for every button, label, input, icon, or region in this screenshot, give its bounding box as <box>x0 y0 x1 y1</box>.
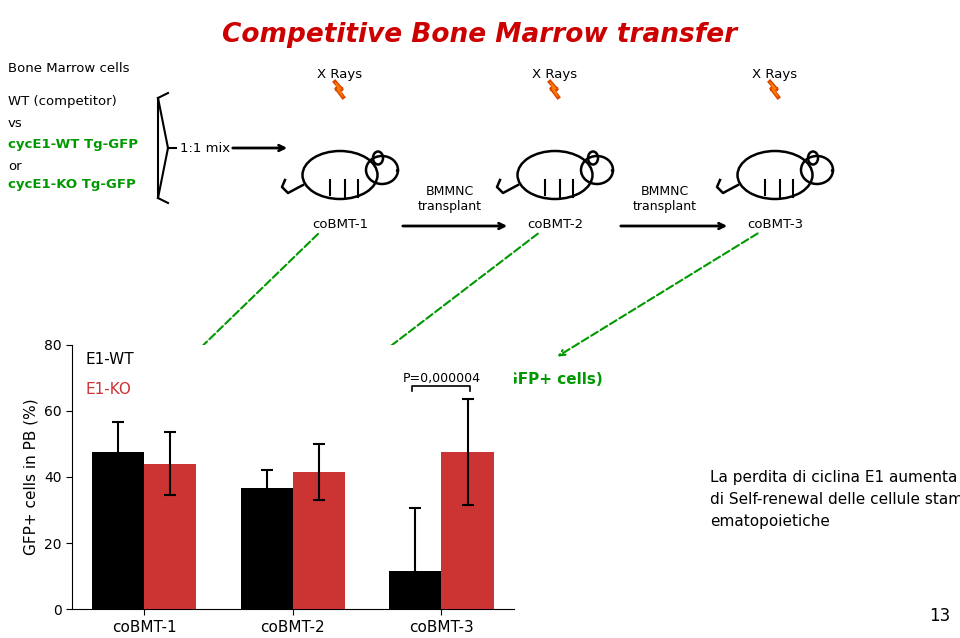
Text: X Rays: X Rays <box>533 68 578 81</box>
Y-axis label: GFP+ cells in PB (%): GFP+ cells in PB (%) <box>23 399 38 555</box>
Text: La perdita di ciclina E1 aumenta il potenziale: La perdita di ciclina E1 aumenta il pote… <box>710 470 960 485</box>
Bar <box>293 472 345 609</box>
Text: BMMNC
transplant: BMMNC transplant <box>418 185 482 213</box>
Text: Test Blood for Chimerism (% GFP+ cells): Test Blood for Chimerism (% GFP+ cells) <box>257 372 602 387</box>
Text: BMMNC
transplant: BMMNC transplant <box>633 185 697 213</box>
Polygon shape <box>335 82 343 97</box>
Text: ematopoietiche: ematopoietiche <box>710 514 829 529</box>
Bar <box>442 452 493 609</box>
Text: coBMT-2: coBMT-2 <box>527 218 583 231</box>
Text: WT (competitor): WT (competitor) <box>8 95 117 108</box>
Text: 13: 13 <box>928 607 950 625</box>
Text: 1:1 mix: 1:1 mix <box>180 142 230 154</box>
Bar <box>241 489 293 609</box>
Text: cycE1-WT Tg-GFP: cycE1-WT Tg-GFP <box>8 138 138 151</box>
Polygon shape <box>550 82 558 97</box>
Text: vs: vs <box>8 117 23 130</box>
Text: X Rays: X Rays <box>318 68 363 81</box>
Polygon shape <box>770 82 778 97</box>
Text: X Rays: X Rays <box>753 68 798 81</box>
Text: Bone Marrow cells: Bone Marrow cells <box>8 62 130 75</box>
Bar <box>390 571 442 609</box>
Bar <box>92 452 144 609</box>
Text: coBMT-1: coBMT-1 <box>312 218 368 231</box>
Text: P=0,000004: P=0,000004 <box>402 372 481 385</box>
Text: or: or <box>8 160 22 173</box>
Text: cycE1-KO Tg-GFP: cycE1-KO Tg-GFP <box>8 178 135 191</box>
Text: di Self-renewal delle cellule staminali: di Self-renewal delle cellule staminali <box>710 492 960 507</box>
Text: Competitive Bone Marrow transfer: Competitive Bone Marrow transfer <box>223 22 737 48</box>
Text: E1-KO: E1-KO <box>85 382 132 397</box>
Text: E1-WT: E1-WT <box>85 352 133 367</box>
Text: coBMT-3: coBMT-3 <box>747 218 804 231</box>
Text: 129/C57-GFP+: 129/C57-GFP+ <box>85 358 187 372</box>
Bar <box>144 464 196 609</box>
